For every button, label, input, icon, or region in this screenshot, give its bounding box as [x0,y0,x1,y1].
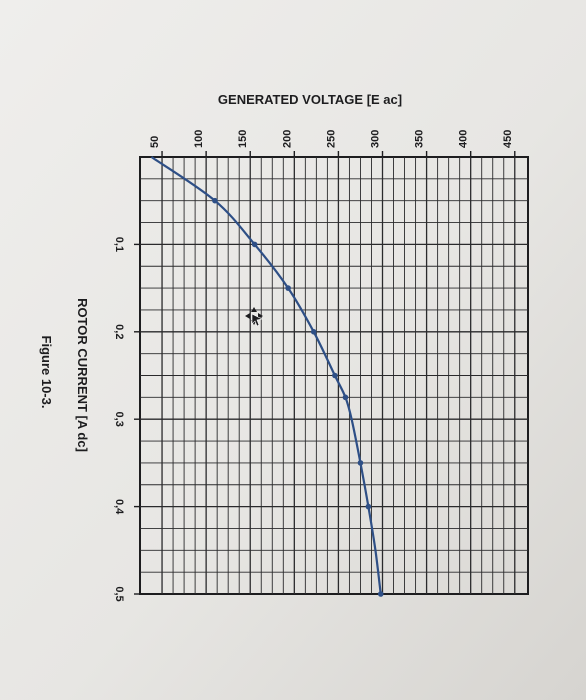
data-point [310,329,317,335]
x-tick-labels: 0,1 0,2 0,3 0,4 0,5 [113,237,140,602]
data-point [342,394,349,401]
x-axis-title: ROTOR CURRENT [A dc] [75,298,90,452]
y-tick-label: 200 [281,130,293,148]
y-tick-label: 50 [149,136,161,148]
x-tick-label: 0,2 [113,324,125,339]
data-point [332,372,338,379]
y-tick-label: 250 [325,130,337,148]
x-tick-label: 0,4 [113,499,125,515]
y-tick-label: 400 [458,130,470,148]
data-point [365,503,372,510]
grid [140,157,528,594]
data-point [212,197,218,204]
x-tick-label: 0,5 [113,586,125,601]
x-tick-label: 0,3 [113,412,125,427]
move-cursor-icon [245,307,263,327]
y-tick-label: 300 [370,130,382,148]
series-markers [212,197,384,597]
data-point [285,285,291,291]
data-point [251,241,258,248]
y-axis-title: GENERATED VOLTAGE [E ac] [218,92,402,107]
x-tick-label: 0,1 [113,237,125,252]
chart-area: 50 100 150 200 250 300 350 400 450 0,10,20,30,40… [75,92,529,602]
y-tick-label: 100 [193,130,205,148]
data-point [377,591,384,597]
y-tick-label: 450 [502,130,514,148]
y-tick-labels: 50 100 150 200 250 300 350 400 450 [149,130,516,157]
y-tick-label: 350 [414,130,426,148]
y-tick-label: 150 [237,130,249,148]
data-point [357,460,364,466]
figure-caption: Figure 10-3. [39,336,54,409]
